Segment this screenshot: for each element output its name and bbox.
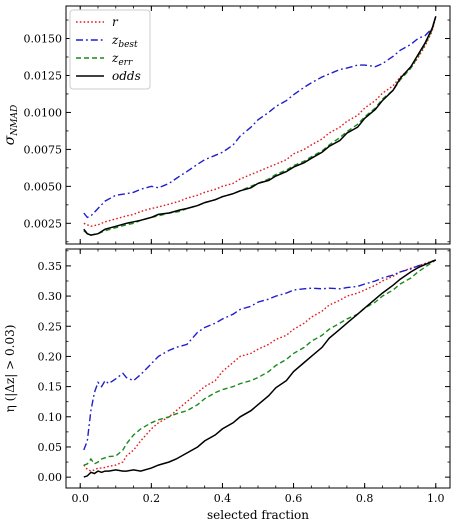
y-axis-label-bottom: η (|Δz| > 0.03)	[3, 325, 17, 413]
legend-label: zbest	[111, 33, 138, 50]
y-axis-label-top: σNMAD	[2, 105, 20, 145]
y-tick-label: 0.0050	[24, 180, 63, 193]
y-tick-label: 0.25	[38, 320, 63, 333]
x-tick-label: 0.0	[71, 492, 89, 505]
series-line-top-z-best	[83, 16, 437, 219]
y-tick-label: 0.0150	[24, 33, 63, 46]
series-line-bottom-r	[83, 259, 437, 472]
y-tick-label: 0.0100	[24, 106, 63, 119]
legend-label: r	[112, 15, 119, 29]
series-line-top-odds	[83, 16, 437, 236]
x-tick-label: 1.0	[427, 492, 445, 505]
y-tick-label: 0.30	[38, 290, 63, 303]
y-tick-label: 0.05	[38, 441, 63, 454]
series-line-bottom-z-err	[83, 259, 437, 466]
x-tick-label: 0.8	[356, 492, 374, 505]
y-tick-label: 0.15	[38, 381, 63, 394]
y-tick-label: 0.0025	[24, 217, 63, 230]
bottom-panel: 0.0 0.2 0.4 0.6 0.8 1.0 0.00 0.05 0.10 0.15 0.20 0.…	[3, 248, 451, 522]
x-tick-label: 0.4	[214, 492, 232, 505]
series-line-bottom-z-best	[83, 259, 437, 451]
x-tick-label: 0.2	[143, 492, 161, 505]
series-line-top-z-err	[83, 16, 437, 236]
y-tick-label: 0.0075	[24, 143, 63, 156]
legend-box	[69, 9, 151, 90]
y-tick-label: 0.20	[38, 350, 63, 363]
x-axis-label: selected fraction	[207, 508, 309, 522]
legend-label: odds	[112, 69, 141, 83]
y-tick-label: 0.35	[38, 260, 63, 273]
top-panel: 0.0025 0.0050 0.0075 0.0100 0.0125 0.0150 σNMA…	[2, 5, 451, 245]
legend-label: zerr	[111, 51, 133, 68]
y-tick-label: 0.00	[38, 471, 63, 484]
y-tick-label: 0.0125	[24, 69, 63, 82]
series-line-bottom-odds	[83, 259, 437, 478]
x-tick-label: 0.6	[285, 492, 303, 505]
y-tick-label: 0.10	[38, 411, 63, 424]
